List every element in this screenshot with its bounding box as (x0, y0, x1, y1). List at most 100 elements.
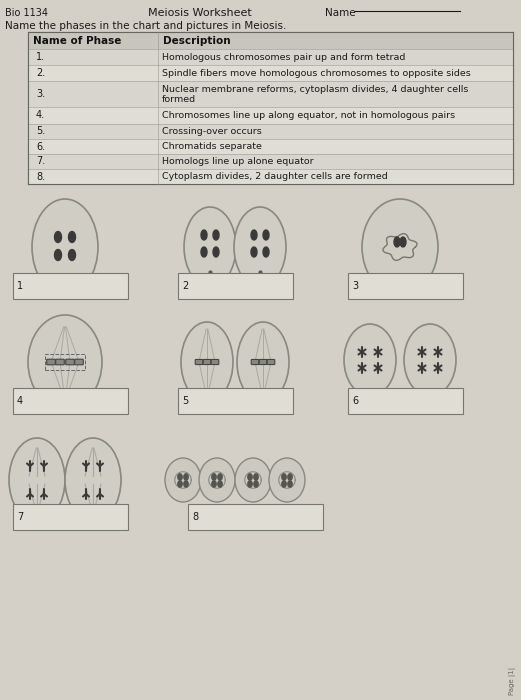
Polygon shape (212, 474, 216, 480)
Text: Cytoplasm divides, 2 daughter cells are formed: Cytoplasm divides, 2 daughter cells are … (162, 172, 388, 181)
Text: 2.: 2. (36, 68, 45, 78)
FancyBboxPatch shape (28, 32, 513, 49)
Polygon shape (248, 474, 252, 480)
Ellipse shape (234, 207, 286, 287)
Polygon shape (55, 232, 61, 242)
Polygon shape (288, 474, 292, 480)
Text: Name: Name (325, 8, 356, 18)
FancyBboxPatch shape (348, 273, 463, 299)
Ellipse shape (32, 199, 98, 295)
Polygon shape (178, 481, 182, 487)
FancyBboxPatch shape (259, 360, 267, 365)
Polygon shape (254, 474, 258, 480)
Polygon shape (201, 247, 207, 257)
Text: Spindle fibers move homologous chromosomes to opposite sides: Spindle fibers move homologous chromosom… (162, 69, 471, 78)
Polygon shape (213, 247, 219, 257)
Text: formed: formed (162, 94, 196, 104)
Text: 1.: 1. (36, 52, 45, 62)
FancyBboxPatch shape (348, 388, 463, 414)
Polygon shape (251, 230, 257, 240)
Ellipse shape (362, 199, 438, 295)
FancyBboxPatch shape (188, 504, 323, 530)
FancyBboxPatch shape (211, 360, 219, 365)
Polygon shape (263, 230, 269, 240)
FancyBboxPatch shape (75, 359, 83, 365)
Text: Crossing-over occurs: Crossing-over occurs (162, 127, 262, 136)
FancyBboxPatch shape (28, 154, 513, 169)
Text: Nuclear membrane reforms, cytoplasm divides, 4 daughter cells: Nuclear membrane reforms, cytoplasm divi… (162, 85, 468, 94)
Polygon shape (218, 474, 222, 480)
Text: 2: 2 (182, 281, 188, 291)
Ellipse shape (269, 458, 305, 502)
FancyBboxPatch shape (28, 139, 513, 154)
Ellipse shape (344, 324, 396, 396)
FancyBboxPatch shape (47, 359, 55, 365)
Text: Name the phases in the chart and pictures in Meiosis.: Name the phases in the chart and picture… (5, 21, 287, 31)
FancyBboxPatch shape (251, 360, 259, 365)
Ellipse shape (9, 438, 65, 522)
Polygon shape (251, 247, 257, 257)
Polygon shape (282, 481, 286, 487)
Text: 3.: 3. (36, 89, 45, 99)
FancyBboxPatch shape (13, 388, 128, 414)
Text: 8: 8 (192, 512, 198, 522)
FancyBboxPatch shape (178, 273, 293, 299)
Text: 7.: 7. (36, 157, 45, 167)
Text: 5: 5 (182, 396, 188, 406)
Ellipse shape (199, 458, 235, 502)
Polygon shape (55, 249, 61, 260)
Text: Homologous chromosomes pair up and form tetrad: Homologous chromosomes pair up and form … (162, 52, 405, 62)
Text: Homologs line up alone equator: Homologs line up alone equator (162, 157, 314, 166)
Polygon shape (69, 232, 76, 242)
Polygon shape (184, 481, 188, 487)
FancyBboxPatch shape (267, 360, 275, 365)
Polygon shape (288, 481, 292, 487)
Text: 1: 1 (17, 281, 23, 291)
Text: 6: 6 (352, 396, 358, 406)
FancyBboxPatch shape (13, 273, 128, 299)
FancyBboxPatch shape (66, 359, 75, 365)
Polygon shape (213, 230, 219, 240)
FancyBboxPatch shape (28, 49, 513, 65)
FancyBboxPatch shape (195, 360, 203, 365)
FancyBboxPatch shape (178, 388, 293, 414)
Ellipse shape (404, 324, 456, 396)
Polygon shape (254, 481, 258, 487)
Ellipse shape (237, 322, 289, 402)
FancyBboxPatch shape (28, 32, 513, 184)
Ellipse shape (165, 458, 201, 502)
Polygon shape (184, 474, 188, 480)
Text: Bio 1134: Bio 1134 (5, 8, 48, 18)
Text: 4: 4 (17, 396, 23, 406)
Text: 7: 7 (17, 512, 23, 522)
Text: Page |1|: Page |1| (509, 667, 516, 695)
FancyBboxPatch shape (28, 169, 513, 184)
Ellipse shape (65, 438, 121, 522)
FancyBboxPatch shape (56, 359, 64, 365)
Polygon shape (282, 474, 286, 480)
Polygon shape (212, 481, 216, 487)
FancyBboxPatch shape (28, 65, 513, 81)
Text: 6.: 6. (36, 141, 45, 151)
FancyBboxPatch shape (28, 107, 513, 124)
Polygon shape (394, 237, 400, 247)
Text: 8.: 8. (36, 172, 45, 181)
Ellipse shape (235, 458, 271, 502)
Ellipse shape (181, 322, 233, 402)
Text: Chromosomes line up along equator, not in homologous pairs: Chromosomes line up along equator, not i… (162, 111, 455, 120)
Text: Chromatids separate: Chromatids separate (162, 142, 262, 151)
Text: Description: Description (163, 36, 231, 46)
FancyBboxPatch shape (203, 360, 211, 365)
Text: 5.: 5. (36, 127, 45, 136)
Text: 4.: 4. (36, 111, 45, 120)
Polygon shape (69, 249, 76, 260)
FancyBboxPatch shape (28, 124, 513, 139)
Ellipse shape (28, 315, 102, 409)
Polygon shape (201, 230, 207, 240)
Polygon shape (263, 247, 269, 257)
Polygon shape (218, 481, 222, 487)
Text: Meiosis Worksheet: Meiosis Worksheet (148, 8, 252, 18)
Ellipse shape (184, 207, 236, 287)
Text: Name of Phase: Name of Phase (33, 36, 121, 46)
Polygon shape (248, 481, 252, 487)
